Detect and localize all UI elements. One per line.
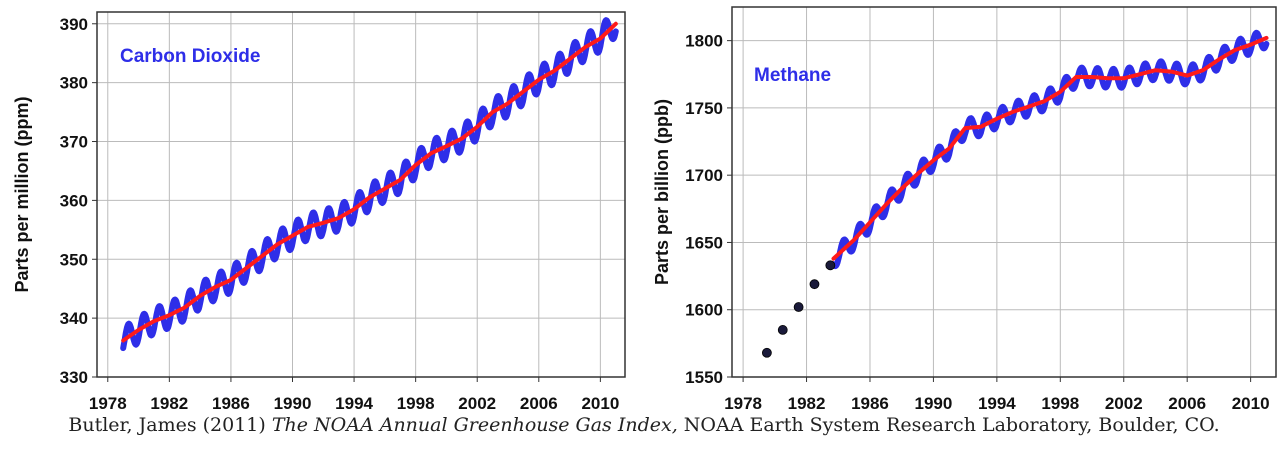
co2-x-tick-label: 1998 <box>397 394 435 413</box>
co2-x-tick-label: 2006 <box>520 394 558 413</box>
methane-x-tick-label: 1986 <box>851 394 889 413</box>
co2-x-tick-label: 2002 <box>458 394 496 413</box>
co2-x-tick-label: 1986 <box>212 394 250 413</box>
citation-caption: Butler, James (2011) The NOAA Annual Gre… <box>0 414 1288 436</box>
co2-data-area <box>120 17 619 352</box>
co2-x-tick-label: 2010 <box>581 394 619 413</box>
methane-x-tick-label: 1978 <box>724 394 762 413</box>
co2-x-tick-label: 1990 <box>274 394 312 413</box>
co2-y-tick-label: 380 <box>60 74 88 93</box>
methane-x-tick-label: 1990 <box>915 394 953 413</box>
co2-x-tick-label: 1994 <box>335 394 373 413</box>
methane-x-tick-label: 2010 <box>1232 394 1270 413</box>
co2-y-tick-label: 370 <box>60 133 88 152</box>
methane-y-axis-label: Parts per billion (ppb) <box>652 99 672 285</box>
co2-x-tick-label: 1978 <box>89 394 127 413</box>
methane-trend-line <box>831 35 1269 261</box>
methane-x-tick-label: 1998 <box>1041 394 1079 413</box>
methane-early-data-point <box>793 302 804 312</box>
co2-y-tick-label: 360 <box>60 191 88 210</box>
methane-y-tick-label: 1700 <box>685 166 723 185</box>
methane-x-tick-label: 2002 <box>1105 394 1143 413</box>
caption-publisher: NOAA Earth System Research Laboratory, B… <box>683 414 1220 436</box>
methane-chart-title: Methane <box>754 65 831 86</box>
methane-y-tick-label: 1800 <box>685 32 723 51</box>
methane-early-data-point <box>809 279 820 290</box>
methane-data-area <box>761 29 1270 358</box>
co2-plot-frame <box>96 11 626 378</box>
methane-y-tick-label: 1650 <box>685 233 723 252</box>
co2-monthly-series-line <box>120 17 619 352</box>
co2-y-tick-label: 350 <box>60 250 88 269</box>
co2-x-tick-label: 1982 <box>150 394 188 413</box>
co2-trend-line <box>121 21 618 343</box>
methane-early-data-point <box>777 325 788 335</box>
methane-x-tick-label: 2006 <box>1168 394 1206 413</box>
methane-plot-frame <box>731 6 1277 378</box>
co2-chart: 1978 1982 1986 1990 1994 1998 2002 2006 2010 330 3… <box>12 11 626 413</box>
methane-monthly-series-line <box>830 29 1270 270</box>
co2-y-tick-label: 330 <box>60 368 88 387</box>
methane-y-tick-label: 1550 <box>685 368 723 387</box>
methane-x-tick-label: 1982 <box>788 394 826 413</box>
methane-early-data-point <box>825 260 836 271</box>
co2-y-axis-label: Parts per million (ppm) <box>12 96 32 292</box>
caption-author: Butler, James (2011) <box>68 414 266 436</box>
methane-x-tick-label: 1994 <box>978 394 1016 413</box>
co2-y-tick-label: 390 <box>60 15 88 34</box>
methane-y-tick-label: 1600 <box>685 301 723 320</box>
co2-y-tick-label: 340 <box>60 309 88 328</box>
methane-chart: 1978 1982 1986 1990 1994 1998 2002 2006 2010 1550… <box>652 6 1277 413</box>
caption-title: The NOAA Annual Greenhouse Gas Index, <box>271 414 678 436</box>
co2-chart-title: Carbon Dioxide <box>120 46 260 67</box>
methane-early-data-point <box>761 347 772 358</box>
methane-y-tick-label: 1750 <box>685 99 723 118</box>
